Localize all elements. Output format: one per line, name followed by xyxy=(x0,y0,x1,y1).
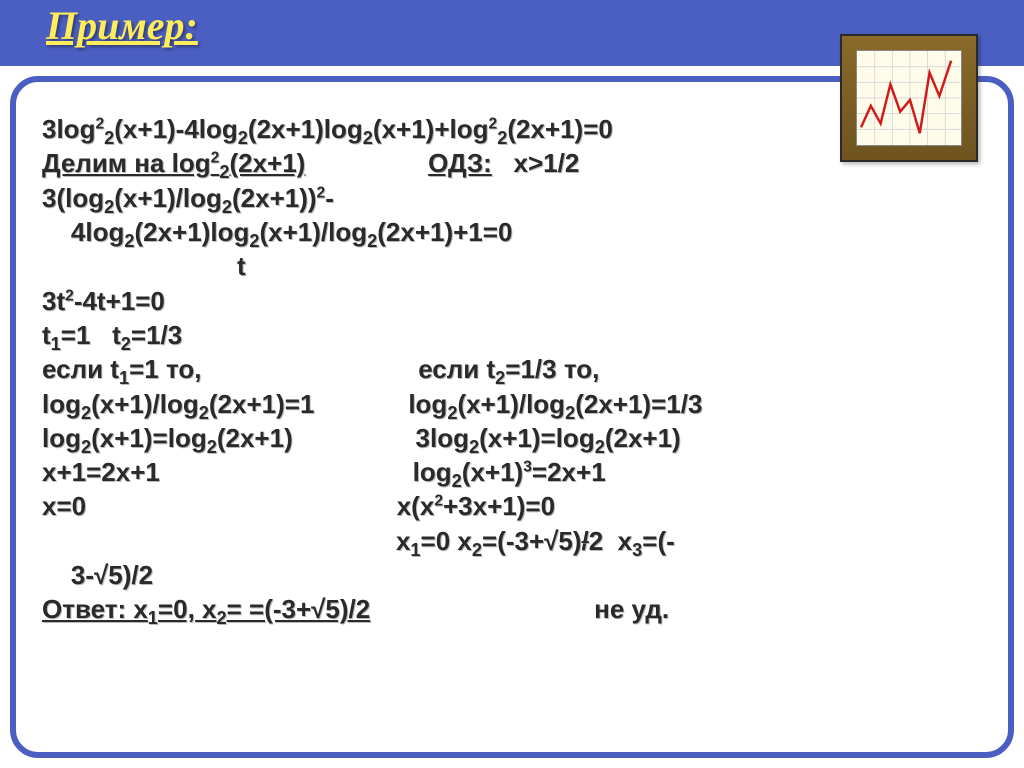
eq-main: 3log22(x+1)-4log2(2x+1)log2(x+1)+log22(2… xyxy=(42,114,613,144)
line-a: log2(x+1)/log2(2x+1)=1 log2(x+1)/log2(2x… xyxy=(42,389,702,419)
step2: 4log2(2x+1)log2(x+1)/log2(2x+1)+1=0 xyxy=(42,217,512,247)
math-block: 3log22(x+1)-4log2(2x+1)log2(x+1)+log22(2… xyxy=(42,112,982,627)
line-b: log2(x+1)=log2(2x+1) 3log2(x+1)=log2(2x+… xyxy=(42,423,681,453)
odz-value: x>1/2 xyxy=(514,148,580,178)
step1: 3(log2(x+1)/log2(2x+1))2- xyxy=(42,183,334,213)
case1-label: если t1=1 то, xyxy=(42,354,201,384)
content-frame: 3log22(x+1)-4log2(2x+1)log2(x+1)+log22(2… xyxy=(10,76,1014,758)
chart-frame xyxy=(840,34,978,162)
chart-svg xyxy=(857,51,961,145)
quadratic: 3t2-4t+1=0 xyxy=(42,286,165,316)
answer-row: Ответ: x1=0, x2= =(-3+√5)/2 не уд. xyxy=(42,594,669,624)
line-d: x=0 x(x2+3x+1)=0 xyxy=(42,491,555,521)
sub-var: t xyxy=(42,251,246,281)
chart-thumbnail xyxy=(856,50,962,146)
page-title: Пример: xyxy=(46,2,198,49)
line-e: x1=0 x2=(-3+√5)/2 x3=(- xyxy=(42,526,675,556)
case2-label: если t2=1/3 то, xyxy=(418,354,599,384)
answer-label: Ответ: x1=0, x2= =(-3+√5)/2 xyxy=(42,594,370,624)
line-c: x+1=2x+1 log2(x+1)3=2x+1 xyxy=(42,457,606,487)
reject-label: не уд. xyxy=(594,594,669,624)
odz-label: ОДЗ: xyxy=(428,148,492,178)
divide-row: Делим на log22(2x+1) ОДЗ: x>1/2 xyxy=(42,148,579,178)
continuation: 3-√5)/2 xyxy=(42,560,153,590)
roots-t: t1=1 t2=1/3 xyxy=(42,320,182,350)
cases-row: если t1=1 то, если t2=1/3 то, xyxy=(42,354,599,384)
divide-label: Делим на log22(2x+1) xyxy=(42,148,305,178)
